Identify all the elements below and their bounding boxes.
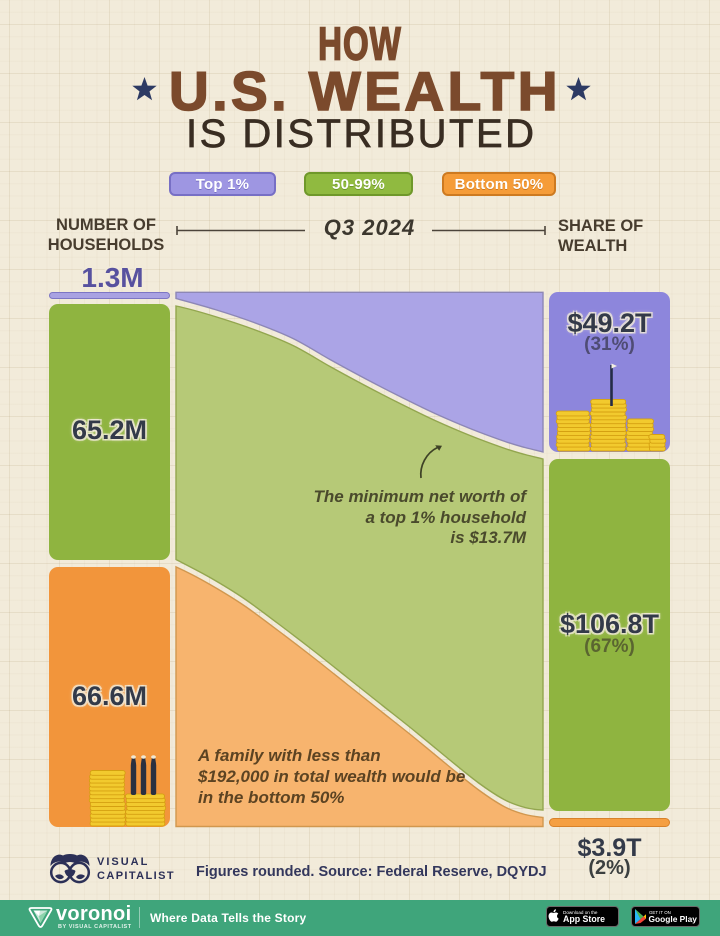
svg-text:App Store: App Store <box>563 914 605 924</box>
svg-text:Download on the: Download on the <box>563 910 598 915</box>
svg-text:GET IT ON: GET IT ON <box>649 910 671 915</box>
svg-text:Google Play: Google Play <box>649 914 698 924</box>
